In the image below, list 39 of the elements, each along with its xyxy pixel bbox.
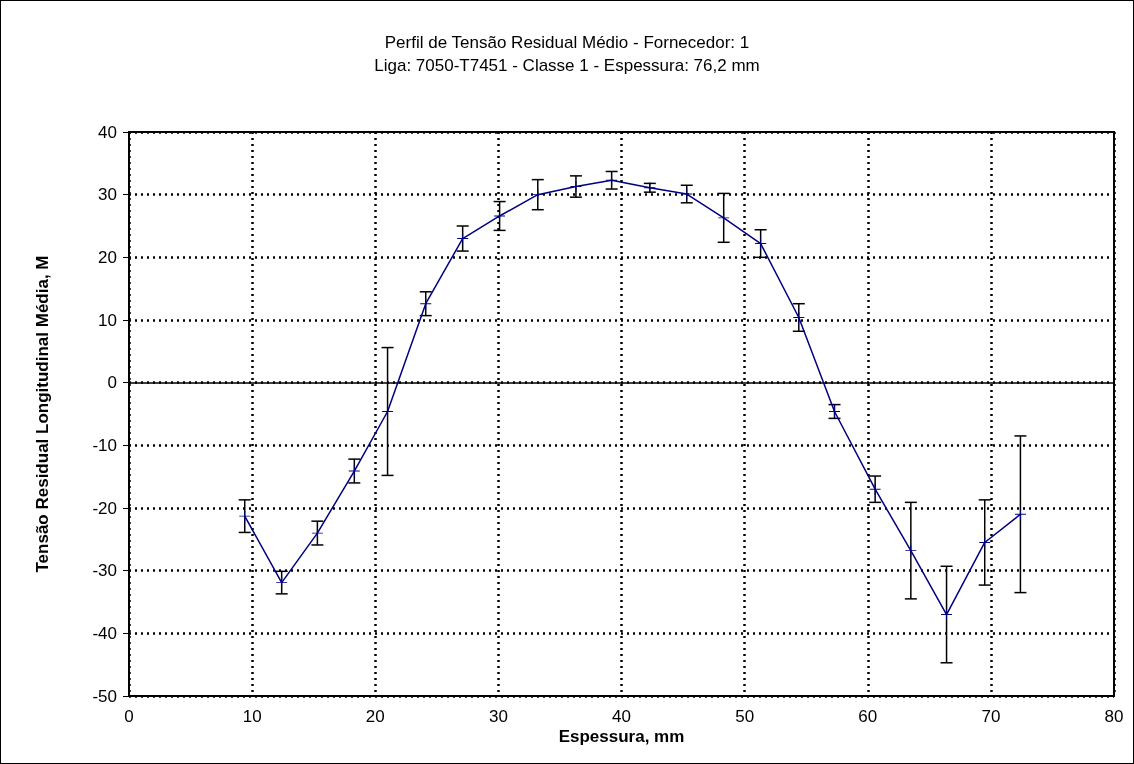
point <box>606 174 618 186</box>
point <box>420 298 432 310</box>
point <box>869 483 881 495</box>
x-tick-label: 0 <box>124 707 134 726</box>
point <box>718 212 730 224</box>
x-tick-label: 80 <box>1104 707 1124 726</box>
x-tick-label: 50 <box>735 707 755 726</box>
x-tick-label: 10 <box>242 707 262 726</box>
point <box>793 311 805 323</box>
point <box>941 609 953 621</box>
x-tick-label: 20 <box>365 707 385 726</box>
y-tick-label: 10 <box>98 310 117 330</box>
chart-subtitle: Liga: 7050-T7451 - Classe 1 - Espessura: 76,2 mm <box>374 56 760 75</box>
y-tick-label: -20 <box>92 498 117 518</box>
point <box>457 233 469 245</box>
x-axis-title: Espessura, mm <box>558 727 685 746</box>
x-tick-label: 70 <box>981 707 1001 726</box>
chart-title: Perfil de Tensão Residual Médio - Fornecedor: 1 <box>384 33 750 52</box>
point <box>382 405 394 417</box>
point <box>239 510 251 522</box>
point <box>755 238 767 250</box>
y-tick-label: 0 <box>107 373 117 393</box>
y-tick-label: 40 <box>98 122 117 142</box>
point <box>276 577 288 589</box>
y-axis-title: Tensão Residual Longitudinal Média, M <box>33 255 52 573</box>
y-tick-label: -30 <box>92 561 117 581</box>
x-tick-label: 30 <box>488 707 508 726</box>
point <box>979 536 991 548</box>
y-tick-label: -50 <box>92 686 117 706</box>
point <box>1014 508 1026 520</box>
y-tick-label: 20 <box>98 247 117 267</box>
y-tick-label: -40 <box>92 623 117 643</box>
x-tick-label: 60 <box>858 707 878 726</box>
y-tick-label: 30 <box>98 185 117 205</box>
x-tick-label: 40 <box>612 707 631 726</box>
point <box>311 527 323 539</box>
y-tick-label: -10 <box>92 435 117 455</box>
point <box>532 189 544 201</box>
point <box>905 545 917 557</box>
